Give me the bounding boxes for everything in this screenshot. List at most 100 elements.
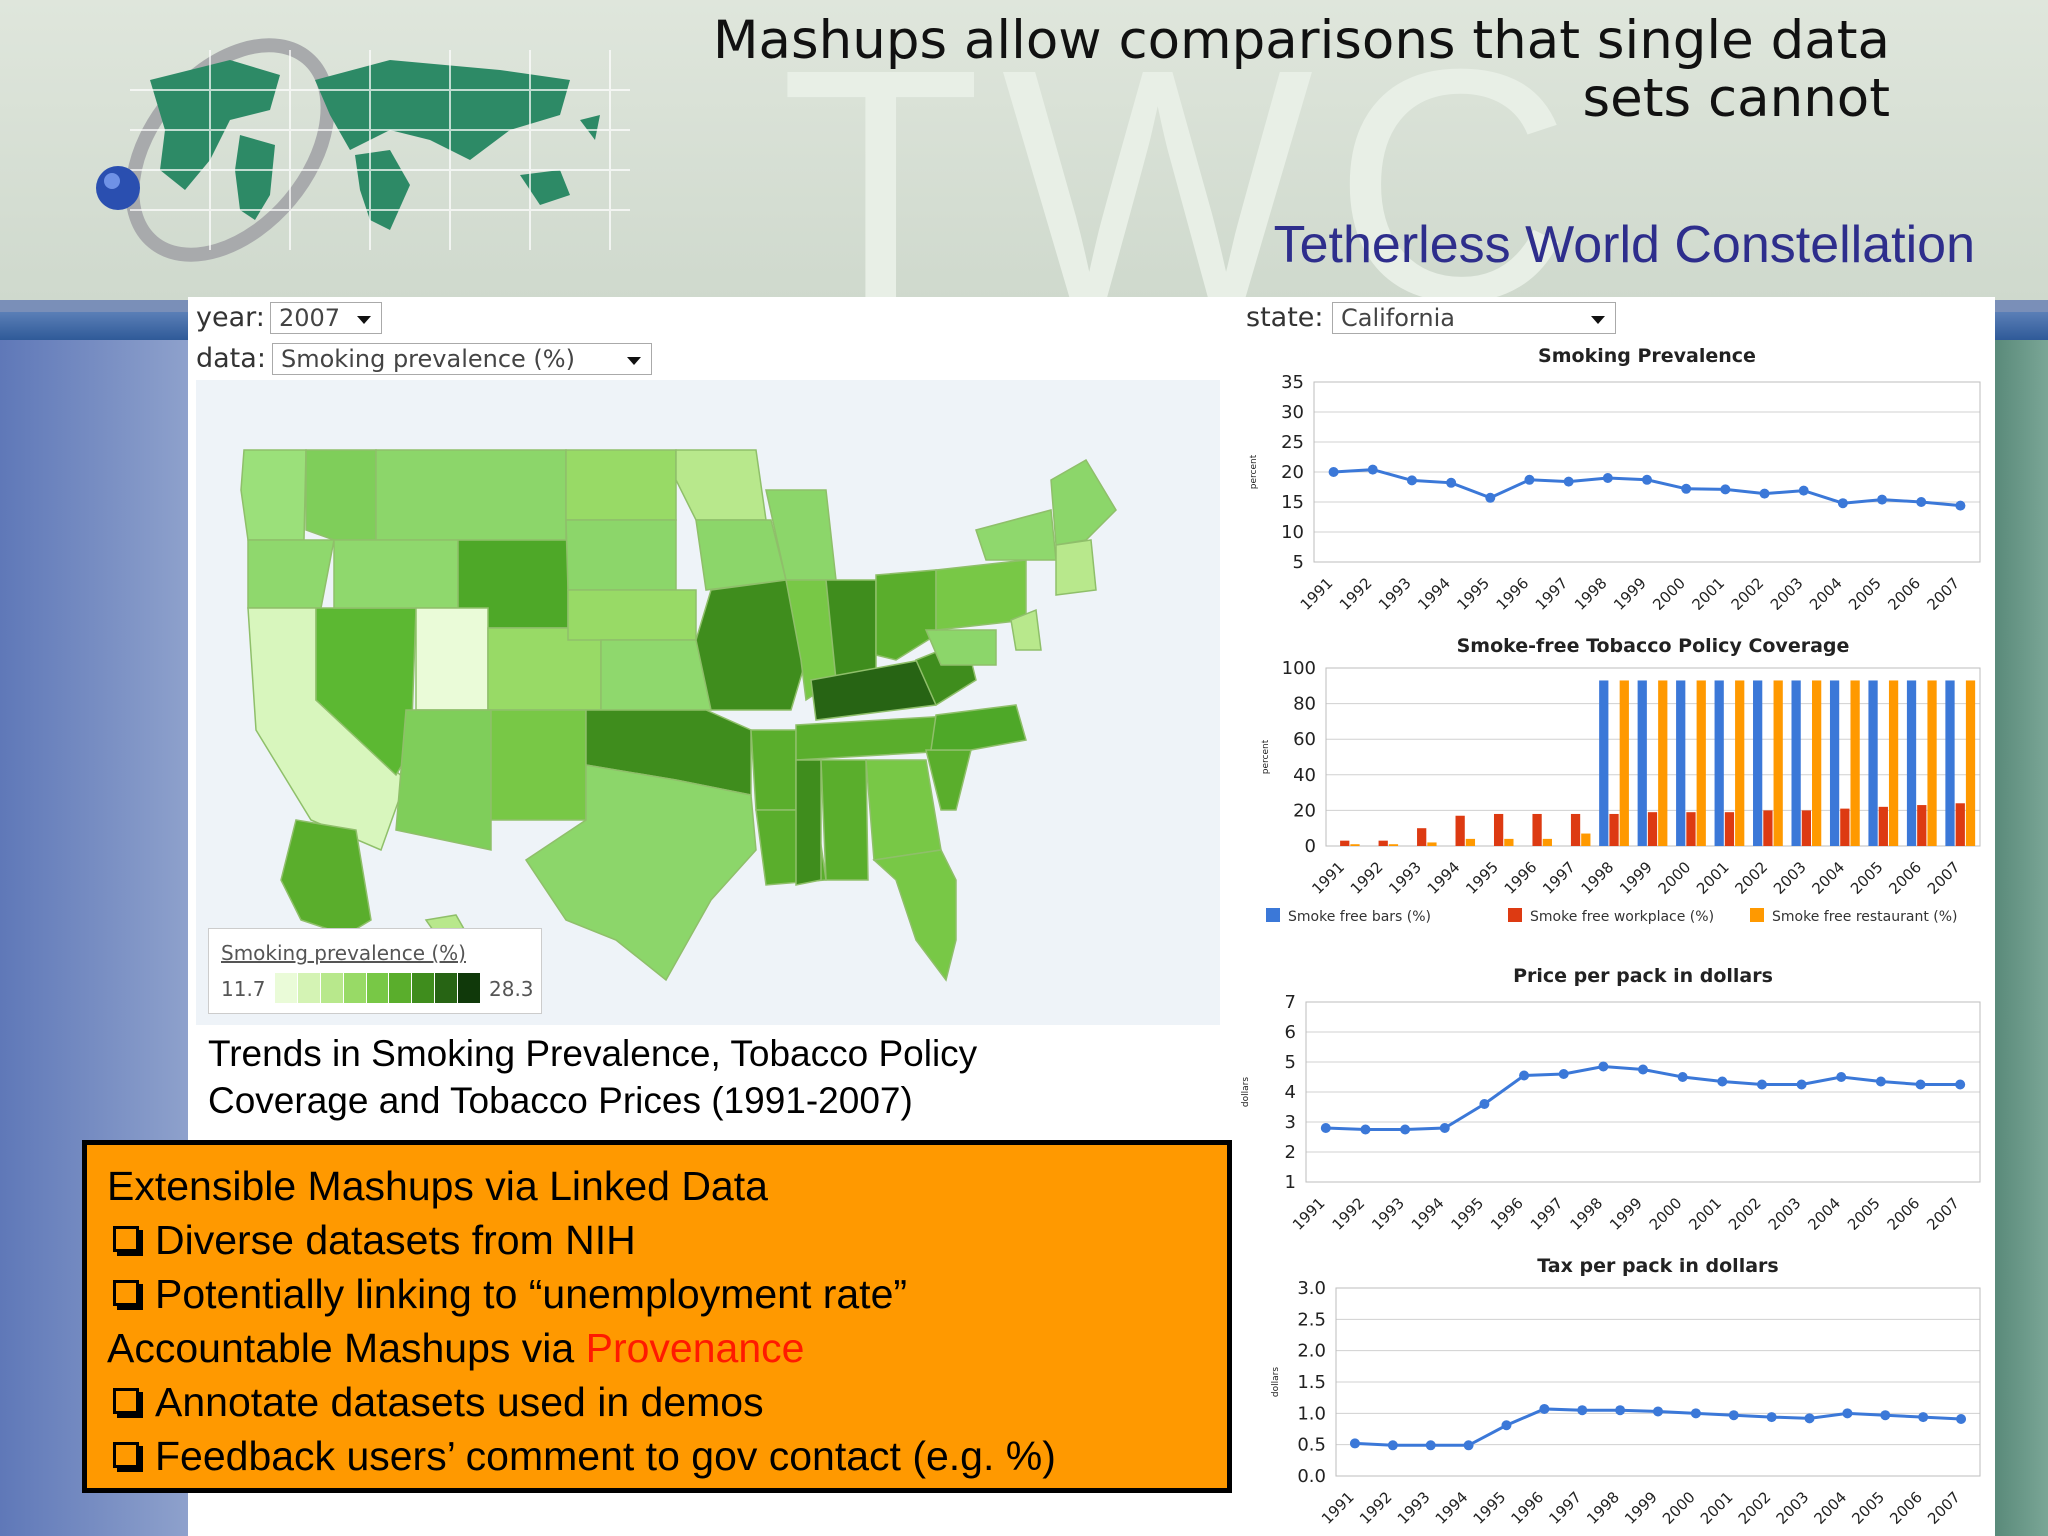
x-tick-label: 2005 [1847, 858, 1887, 898]
data-point [1524, 474, 1535, 485]
state-select[interactable]: California [1332, 302, 1616, 334]
y-tick-label: 0 [1305, 836, 1316, 857]
y-tick-label: 60 [1293, 729, 1316, 750]
bar [1637, 680, 1647, 846]
data-point [1615, 1405, 1626, 1416]
y-tick-label: 20 [1293, 800, 1316, 821]
x-tick-label: 1994 [1432, 1488, 1472, 1528]
y-tick-label: 35 [1281, 372, 1304, 393]
state-region [280, 819, 372, 936]
state-label: state: [1246, 302, 1324, 333]
plot-frame [1335, 1287, 1981, 1477]
x-tick-label: 1998 [1571, 574, 1611, 610]
data-point [1756, 1079, 1767, 1090]
y-tick-label: 3.0 [1297, 1278, 1326, 1299]
provenance-highlight: Provenance [585, 1325, 805, 1371]
x-tick-label: 2002 [1728, 574, 1768, 610]
data-point [1842, 1408, 1853, 1419]
x-tick-label: 2004 [1806, 574, 1846, 610]
bar [1504, 838, 1514, 846]
bar [1791, 680, 1801, 846]
right-decoration [1995, 340, 2048, 1536]
x-tick-label: 1991 [1289, 1194, 1329, 1230]
x-tick-label: 1997 [1532, 574, 1572, 610]
state-region [524, 764, 757, 982]
legend-swatch [275, 973, 298, 1003]
bar [1388, 844, 1399, 846]
y-tick-label: 40 [1293, 765, 1316, 786]
x-tick-label: 1999 [1616, 858, 1656, 898]
x-tick-label: 1995 [1453, 574, 1493, 610]
state-region [375, 449, 567, 541]
x-tick-label: 2001 [1693, 858, 1733, 898]
state-region [415, 607, 489, 711]
y-tick-label: 1 [1285, 1172, 1296, 1193]
bar [1735, 680, 1745, 846]
bar [1686, 812, 1696, 846]
x-tick-label: 2002 [1732, 858, 1772, 898]
data-point [1918, 1412, 1929, 1423]
data-point [1798, 485, 1809, 496]
state-region [872, 849, 957, 982]
plot-frame [1305, 1001, 1981, 1183]
data-point [1425, 1440, 1436, 1451]
x-tick-label: 1995 [1470, 1488, 1510, 1528]
y-tick-label: 1.0 [1297, 1403, 1326, 1424]
state-region [567, 589, 697, 641]
legend-swatch [458, 973, 482, 1003]
x-tick-label: 1991 [1297, 574, 1337, 610]
data-label: data: [196, 343, 266, 374]
bar [1763, 810, 1773, 846]
chevron-down-icon [627, 357, 641, 365]
x-tick-label: 2000 [1646, 1194, 1686, 1230]
y-tick-label: 10 [1281, 522, 1304, 543]
x-tick-label: 2002 [1735, 1488, 1775, 1528]
data-point [1720, 484, 1731, 495]
data-point [1598, 1061, 1609, 1072]
data-point [1367, 464, 1378, 475]
data-point [1642, 474, 1652, 485]
data-point [1681, 483, 1692, 494]
chart-title: Smoke-free Tobacco Policy Coverage [1457, 635, 1850, 657]
x-tick-label: 1995 [1448, 1194, 1488, 1230]
data-point [1877, 494, 1888, 505]
bar [1955, 803, 1965, 846]
data-point [1387, 1440, 1398, 1451]
data-point [1915, 1079, 1926, 1090]
x-tick-label: 1993 [1394, 1488, 1434, 1528]
state-region [875, 569, 937, 661]
x-tick-label: 2001 [1685, 1194, 1725, 1230]
y-axis-label: percent [1249, 454, 1259, 489]
bar [1542, 838, 1552, 846]
year-label: year: [196, 302, 265, 333]
bar [1801, 810, 1812, 846]
x-tick-label: 2006 [1885, 858, 1925, 898]
x-tick-label: 2007 [1924, 858, 1964, 898]
legend-swatch [412, 973, 436, 1003]
y-tick-label: 4 [1285, 1082, 1296, 1103]
checkbox-bullet-icon [113, 1388, 139, 1415]
x-tick-label: 1994 [1408, 1194, 1448, 1230]
bar [1570, 813, 1581, 846]
y-tick-label: 100 [1282, 658, 1316, 679]
state-region [240, 449, 307, 541]
legend-swatch [1750, 908, 1764, 922]
checkbox-bullet-icon [113, 1226, 139, 1253]
data-point [1501, 1420, 1512, 1431]
state-region [924, 629, 997, 666]
legend-color-ramp [275, 973, 482, 1003]
legend-min: 11.7 [221, 977, 266, 1001]
map-caption: Trends in Smoking Prevalence, Tobacco Po… [208, 1030, 1108, 1124]
y-axis-label: percent [1261, 739, 1271, 774]
year-select[interactable]: 2007 [270, 302, 382, 334]
y-tick-label: 2 [1285, 1142, 1296, 1163]
data-select-value: Smoking prevalence (%) [281, 345, 575, 373]
data-point [1759, 488, 1770, 499]
state-region [565, 449, 677, 521]
notes-bullet-text: Feedback users’ comment to gov contact (… [155, 1433, 1056, 1479]
data-select[interactable]: Smoking prevalence (%) [272, 343, 652, 375]
data-point [1916, 497, 1927, 507]
state-region [865, 759, 942, 861]
data-point [1577, 1405, 1588, 1416]
bar [1945, 680, 1955, 846]
